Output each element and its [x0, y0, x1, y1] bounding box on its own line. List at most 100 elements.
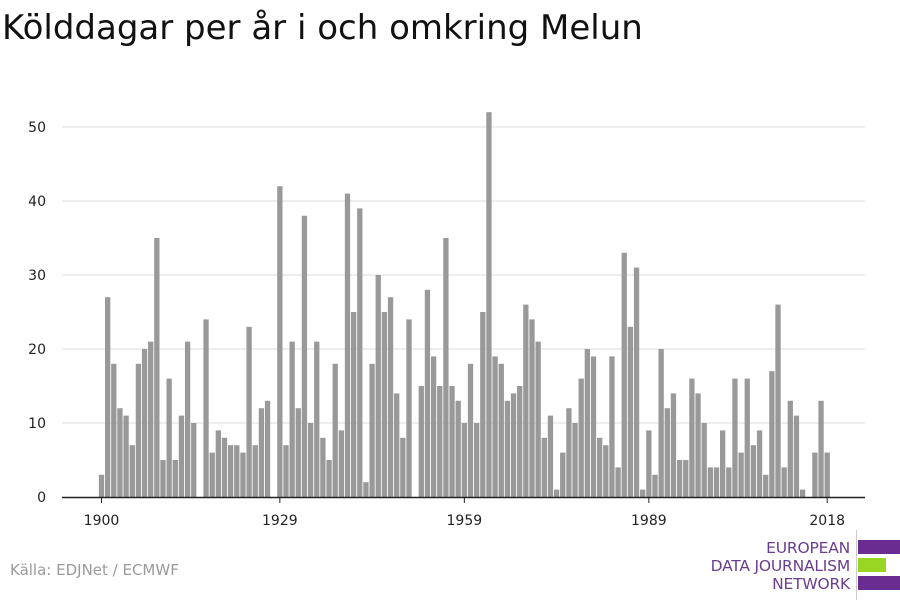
bar-2003[interactable] — [732, 378, 738, 497]
bar-1995[interactable] — [683, 460, 689, 497]
bar-1930[interactable] — [283, 445, 289, 497]
bar-1914[interactable] — [184, 341, 191, 497]
bar-1979[interactable] — [584, 349, 590, 497]
bar-1913[interactable] — [178, 415, 185, 497]
bar-1962[interactable] — [480, 312, 486, 497]
bar-1963[interactable] — [486, 112, 492, 497]
bar-1980[interactable] — [590, 356, 597, 497]
bar-1978[interactable] — [578, 378, 584, 497]
bar-1921[interactable] — [228, 445, 234, 497]
bar-1994[interactable] — [676, 460, 683, 497]
bar-1976[interactable] — [566, 408, 572, 497]
bar-1919[interactable] — [215, 430, 221, 497]
bar-1954[interactable] — [430, 356, 437, 497]
bar-1948[interactable] — [394, 393, 400, 497]
bar-1901[interactable] — [105, 297, 111, 497]
bar-1990[interactable] — [652, 474, 658, 497]
bar-1981[interactable] — [597, 437, 603, 497]
bar-2017[interactable] — [818, 400, 824, 497]
bar-1949[interactable] — [400, 437, 406, 497]
bar-1943[interactable] — [363, 482, 369, 497]
bar-1964[interactable] — [492, 356, 498, 497]
bar-1908[interactable] — [148, 341, 154, 497]
bar-1952[interactable] — [418, 386, 424, 497]
bar-1904[interactable] — [123, 415, 129, 497]
bar-1935[interactable] — [314, 341, 320, 497]
bar-2005[interactable] — [744, 378, 750, 497]
bar-1998[interactable] — [701, 423, 707, 497]
bar-1985[interactable] — [621, 252, 627, 497]
bar-1946[interactable] — [381, 312, 388, 497]
bar-1923[interactable] — [240, 452, 246, 497]
bar-2002[interactable] — [726, 467, 732, 497]
bar-1931[interactable] — [289, 341, 295, 497]
bar-1911[interactable] — [166, 378, 172, 497]
bar-1937[interactable] — [326, 460, 332, 497]
bar-2006[interactable] — [750, 445, 757, 497]
bar-2012[interactable] — [787, 400, 793, 497]
bar-1929[interactable] — [277, 186, 283, 497]
bar-1941[interactable] — [351, 312, 357, 497]
bar-2013[interactable] — [793, 415, 800, 497]
bar-1900[interactable] — [98, 474, 105, 497]
bar-1956[interactable] — [443, 238, 449, 497]
bar-1915[interactable] — [191, 423, 197, 497]
bar-1933[interactable] — [301, 215, 308, 498]
bar-1996[interactable] — [689, 378, 695, 497]
bar-2008[interactable] — [763, 474, 769, 497]
bar-1968[interactable] — [517, 386, 523, 497]
bar-1926[interactable] — [258, 408, 265, 497]
bar-1953[interactable] — [424, 289, 431, 497]
bar-1983[interactable] — [609, 356, 615, 497]
bar-1986[interactable] — [627, 326, 634, 497]
bar-1924[interactable] — [246, 326, 252, 497]
bar-1992[interactable] — [664, 408, 670, 497]
bar-1909[interactable] — [154, 238, 160, 497]
bar-1950[interactable] — [406, 319, 412, 497]
bar-2016[interactable] — [812, 452, 818, 497]
bar-1973[interactable] — [547, 415, 554, 497]
bar-1934[interactable] — [307, 423, 314, 497]
bar-1969[interactable] — [523, 304, 529, 497]
bar-1942[interactable] — [357, 208, 363, 497]
bar-1984[interactable] — [615, 467, 621, 497]
bar-2000[interactable] — [713, 467, 720, 497]
bar-1907[interactable] — [141, 349, 148, 497]
bar-1999[interactable] — [707, 467, 713, 497]
bar-1918[interactable] — [209, 452, 215, 497]
bar-1940[interactable] — [344, 193, 351, 497]
bar-1972[interactable] — [541, 437, 547, 497]
bar-1982[interactable] — [603, 445, 609, 497]
bar-2001[interactable] — [720, 430, 726, 497]
bar-1988[interactable] — [640, 489, 646, 497]
bar-1961[interactable] — [474, 423, 480, 497]
bar-1975[interactable] — [560, 452, 566, 497]
bar-1902[interactable] — [111, 363, 117, 497]
bar-2009[interactable] — [769, 371, 775, 497]
bar-1971[interactable] — [535, 341, 541, 497]
bar-1939[interactable] — [338, 430, 344, 497]
bar-1920[interactable] — [221, 437, 228, 497]
bar-1903[interactable] — [117, 408, 123, 497]
bar-1997[interactable] — [695, 393, 701, 497]
bar-1966[interactable] — [504, 400, 511, 497]
bar-1910[interactable] — [160, 460, 166, 497]
bar-1932[interactable] — [295, 408, 301, 497]
bar-1967[interactable] — [510, 393, 517, 497]
bar-1927[interactable] — [264, 400, 271, 497]
bar-1922[interactable] — [234, 445, 240, 497]
bar-1959[interactable] — [461, 423, 467, 497]
bar-1912[interactable] — [172, 460, 178, 497]
bar-1958[interactable] — [455, 400, 461, 497]
bar-1906[interactable] — [135, 363, 142, 497]
bar-2007[interactable] — [756, 430, 763, 497]
bar-1960[interactable] — [467, 363, 474, 497]
bar-1974[interactable] — [553, 489, 560, 497]
bar-1987[interactable] — [633, 267, 640, 497]
bar-2004[interactable] — [738, 452, 744, 497]
bar-1917[interactable] — [203, 319, 209, 497]
bar-1944[interactable] — [369, 363, 375, 497]
bar-1955[interactable] — [437, 386, 443, 497]
bar-1945[interactable] — [375, 275, 381, 497]
bar-1977[interactable] — [572, 423, 578, 497]
